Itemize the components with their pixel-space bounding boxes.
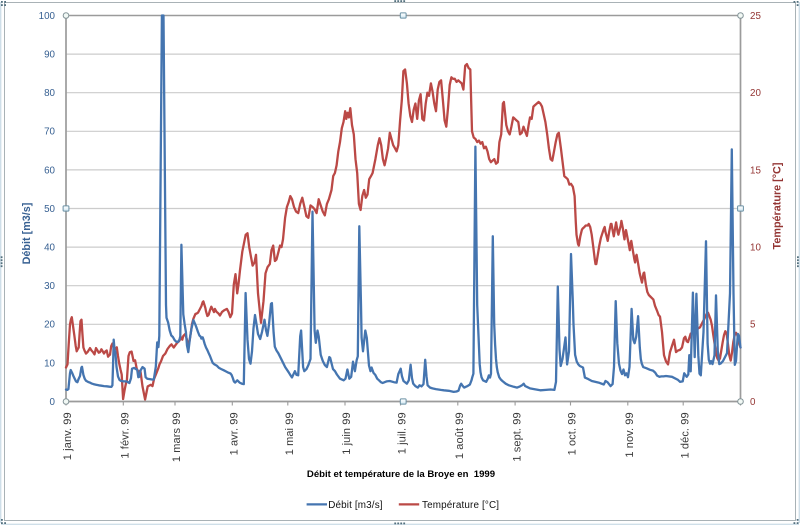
svg-text:100: 100 — [39, 11, 56, 22]
svg-text:60: 60 — [44, 165, 55, 176]
svg-text:0: 0 — [750, 397, 756, 408]
svg-text:Débit et température de la Bro: Débit et température de la Broye en 1999 — [307, 469, 495, 480]
svg-text:1 oct. 99: 1 oct. 99 — [567, 412, 579, 455]
svg-text:30: 30 — [44, 281, 55, 292]
svg-text:15: 15 — [750, 165, 761, 176]
svg-text:25: 25 — [750, 11, 761, 22]
svg-text:1 sept. 99: 1 sept. 99 — [511, 412, 523, 461]
svg-text:20: 20 — [750, 88, 761, 99]
svg-text:50: 50 — [44, 204, 55, 215]
svg-text:1 mars 99: 1 mars 99 — [171, 412, 183, 462]
svg-text:1 juin 99: 1 juin 99 — [341, 412, 353, 455]
svg-text:20: 20 — [44, 320, 55, 331]
svg-text:10: 10 — [44, 358, 55, 369]
svg-text:5: 5 — [750, 320, 756, 331]
svg-text:1 août 99: 1 août 99 — [454, 412, 466, 459]
svg-text:70: 70 — [44, 127, 55, 138]
svg-text:1 févr. 99: 1 févr. 99 — [120, 412, 132, 458]
svg-text:1 juil. 99: 1 juil. 99 — [397, 412, 409, 454]
svg-text:40: 40 — [44, 243, 55, 254]
svg-text:1 janv. 99: 1 janv. 99 — [62, 412, 74, 460]
svg-text:Température [°C]: Température [°C] — [772, 163, 784, 250]
svg-text:10: 10 — [750, 243, 761, 254]
svg-text:1 avr. 99: 1 avr. 99 — [229, 412, 241, 455]
svg-text:Débit [m3/s]: Débit [m3/s] — [328, 500, 383, 511]
svg-text:80: 80 — [44, 88, 55, 99]
svg-text:1 déc. 99: 1 déc. 99 — [679, 412, 691, 458]
svg-text:Débit [m3/s]: Débit [m3/s] — [21, 203, 33, 265]
svg-text:1 nov. 99: 1 nov. 99 — [624, 412, 636, 457]
svg-text:1 mai 99: 1 mai 99 — [284, 412, 296, 455]
svg-text:90: 90 — [44, 50, 55, 61]
svg-text:0: 0 — [50, 397, 56, 408]
svg-text:Température [°C]: Température [°C] — [422, 500, 499, 511]
